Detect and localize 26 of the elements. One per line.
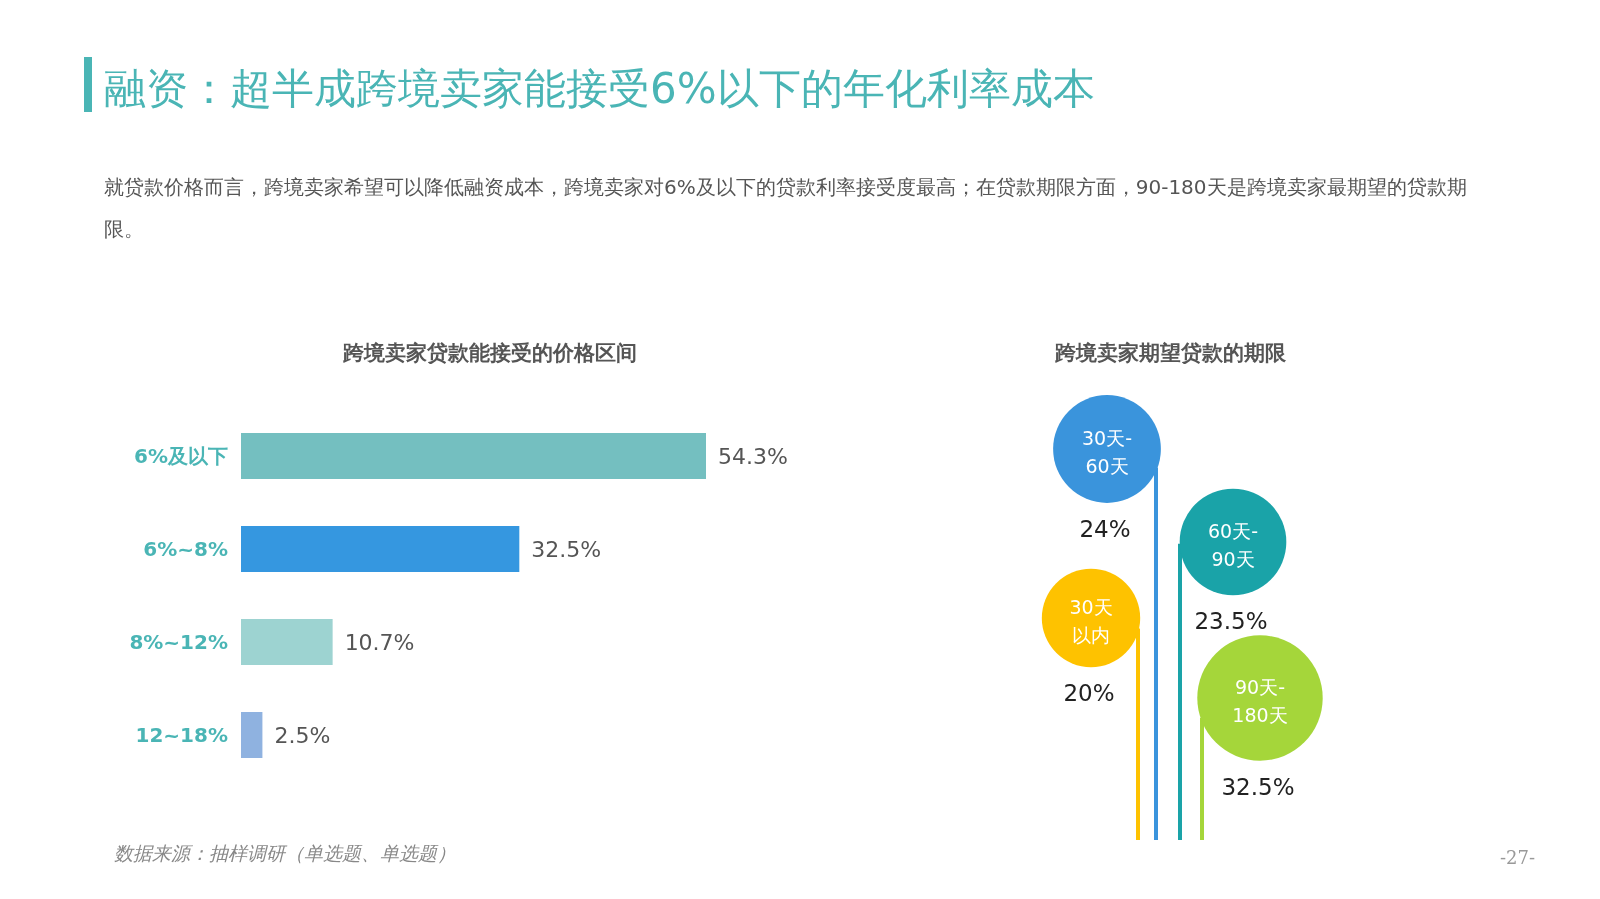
category-label: 30天以内 — [1069, 596, 1113, 646]
data-label: 24% — [1079, 515, 1131, 542]
bar — [241, 619, 333, 665]
y-tick-label: 6%及以下 — [134, 444, 228, 468]
data-label: 23.5% — [1194, 608, 1268, 635]
bar — [241, 526, 520, 572]
text: 跨境卖家期望贷款的期限 — [1053, 341, 1287, 365]
source-note: 数据来源：抽样调研（单选题、单选题） — [114, 842, 456, 864]
y-tick-label: 12~18% — [135, 723, 228, 747]
data-label: 20% — [1063, 680, 1115, 707]
chart-title: 跨境卖家贷款能接受的价格区间 — [342, 341, 637, 365]
y-tick-label: 8%~12% — [129, 630, 228, 654]
y-tick-label: 6%~8% — [143, 537, 228, 561]
text: 融资：超半成跨境卖家能接受6%以下的年化利率成本 — [104, 64, 1095, 113]
data-label: 10.7% — [344, 630, 415, 655]
category-label: 60天-90天 — [1207, 520, 1259, 570]
text: 就贷款价格而言，跨境卖家希望可以降低融资成本，跨境卖家对6%及以下的贷款利率接受度最高；在贷款期限方面，90-180天是跨境卖家最期望的贷款期限。 — [104, 174, 1468, 243]
data-label: 32.5% — [531, 537, 602, 562]
data-label: 32.5% — [1221, 773, 1295, 800]
data-label: 2.5% — [274, 723, 331, 748]
bar — [241, 433, 706, 479]
category-label: 30天-60天 — [1081, 427, 1133, 477]
bar — [241, 712, 263, 758]
category-label: 90天-180天 — [1232, 676, 1288, 726]
data-label: 54.3% — [718, 444, 788, 469]
text: -27- — [1499, 847, 1535, 868]
